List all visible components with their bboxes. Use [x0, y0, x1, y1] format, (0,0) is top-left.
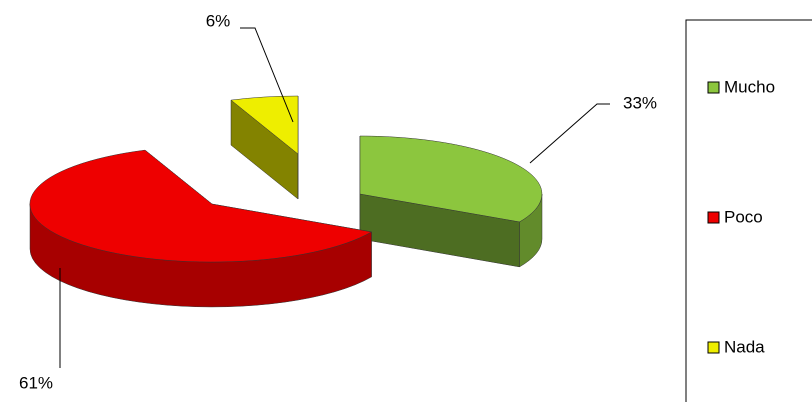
- slice: [359, 135, 543, 223]
- legend-swatch: [707, 341, 720, 354]
- leader-line: [529, 103, 610, 164]
- data-label: 33%: [623, 93, 657, 112]
- legend-label: Nada: [724, 337, 765, 356]
- legend-swatch: [707, 211, 720, 224]
- leader-line: [240, 27, 294, 123]
- legend-label: Poco: [724, 207, 763, 226]
- legend-swatch: [707, 81, 720, 94]
- slice: [230, 95, 299, 155]
- slice: [29, 149, 373, 263]
- data-label: 61%: [19, 373, 53, 392]
- legend-box: [685, 19, 812, 402]
- legend-label: Mucho: [724, 77, 775, 96]
- data-label: 6%: [206, 11, 231, 30]
